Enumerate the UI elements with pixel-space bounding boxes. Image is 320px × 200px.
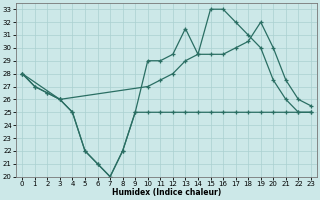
X-axis label: Humidex (Indice chaleur): Humidex (Indice chaleur) xyxy=(112,188,221,197)
